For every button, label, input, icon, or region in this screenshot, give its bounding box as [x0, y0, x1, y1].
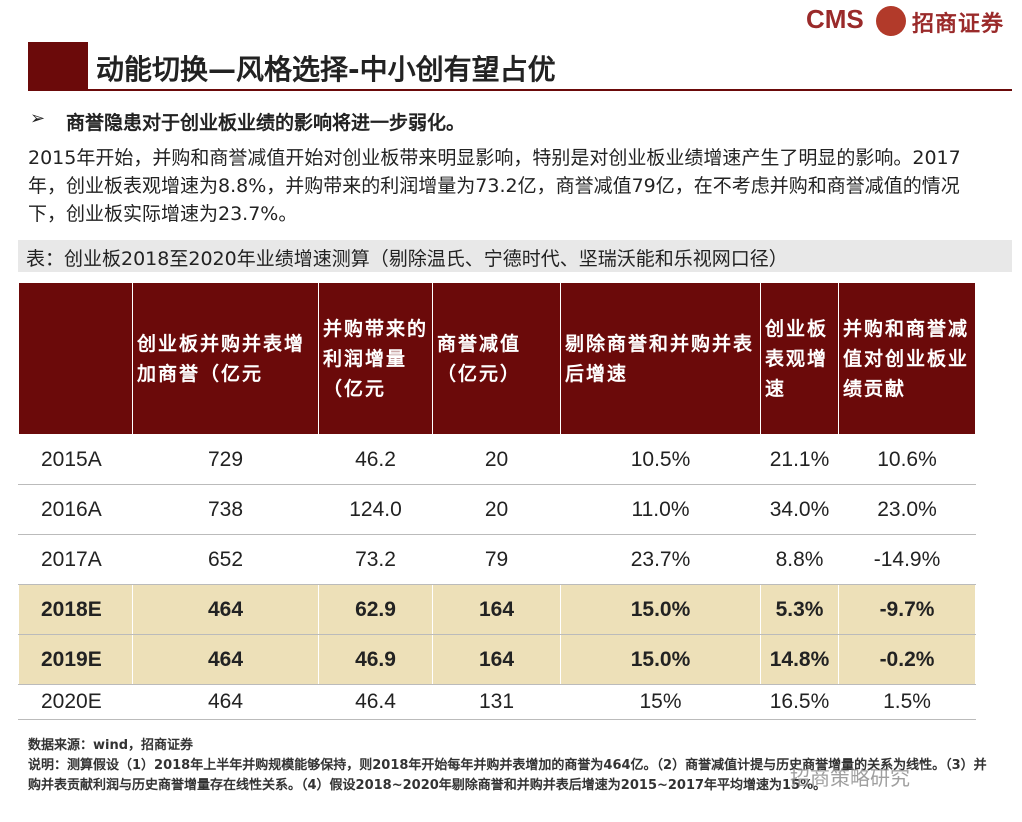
- table-cell: 652: [132, 534, 319, 585]
- header-cell: 剔除商誉和并购并表后增速: [560, 282, 761, 435]
- table-row: 2017A 652 73.2 79 23.7% 8.8% -14.9%: [18, 534, 976, 585]
- table-cell: 738: [132, 484, 319, 535]
- row-label: 2017A: [18, 534, 133, 585]
- table-cell: 14.8%: [760, 634, 839, 685]
- table-cell: 46.4: [318, 684, 433, 720]
- table-caption: 表：创业板2018至2020年业绩增速测算（剔除温氏、宁德时代、坚瑞沃能和乐视网…: [26, 248, 788, 270]
- table-cell: 10.6%: [838, 434, 976, 485]
- table-cell: 20: [432, 484, 561, 535]
- table-cell: -9.7%: [838, 584, 976, 635]
- header-cell: 创业板表观增速: [760, 282, 839, 435]
- notes: 数据来源：wind，招商证券 说明：测算假设（1）2018年上半年并购规模能够保…: [28, 736, 988, 796]
- bullet-icon: ➢: [30, 108, 46, 129]
- table-cell: 15%: [560, 684, 761, 720]
- table-cell: 5.3%: [760, 584, 839, 635]
- title: 动能切换—风格选择-中小创有望占优: [96, 53, 556, 86]
- title-block: [28, 42, 88, 90]
- table-cell: 464: [132, 684, 319, 720]
- header-cell: 并购和商誉减值对创业板业绩贡献: [838, 282, 976, 435]
- table-cell: 464: [132, 634, 319, 685]
- table-cell: 62.9: [318, 584, 433, 635]
- table-cell: -14.9%: [838, 534, 976, 585]
- table: 创业板并购并表增加商誉（亿元 并购带来的利润增量（亿元 商誉减值（亿元） 剔除商誉和并…: [18, 282, 976, 720]
- table-cell: 164: [432, 634, 561, 685]
- row-label: 2016A: [18, 484, 133, 535]
- table-cell: 15.0%: [560, 634, 761, 685]
- row-label: 2018E: [18, 584, 133, 635]
- watermark: 招商策略研究: [790, 766, 910, 790]
- header-cell: 并购带来的利润增量（亿元: [318, 282, 433, 435]
- table-cell: 8.8%: [760, 534, 839, 585]
- table-cell: 11.0%: [560, 484, 761, 535]
- table-cell: 73.2: [318, 534, 433, 585]
- table-cell: 23.7%: [560, 534, 761, 585]
- caption-bar: [18, 240, 1012, 272]
- header-cell: 创业板并购并表增加商誉（亿元: [132, 282, 319, 435]
- header-cell: 商誉减值（亿元）: [432, 282, 561, 435]
- table-cell: 15.0%: [560, 584, 761, 635]
- table-row: 2015A 729 46.2 20 10.5% 21.1% 10.6%: [18, 434, 976, 485]
- table-cell: 131: [432, 684, 561, 720]
- table-cell: 729: [132, 434, 319, 485]
- logo-icon: [876, 6, 906, 36]
- table-cell: 464: [132, 584, 319, 635]
- table-cell: 164: [432, 584, 561, 635]
- table-cell: 1.5%: [838, 684, 976, 720]
- row-label: 2015A: [18, 434, 133, 485]
- table-cell: 23.0%: [838, 484, 976, 535]
- header-cell: [18, 282, 133, 435]
- table-row: 2016A 738 124.0 20 11.0% 34.0% 23.0%: [18, 484, 976, 535]
- table-cell: 46.2: [318, 434, 433, 485]
- table-cell: -0.2%: [838, 634, 976, 685]
- table-cell: 46.9: [318, 634, 433, 685]
- header-row: 创业板并购并表增加商誉（亿元 并购带来的利润增量（亿元 商誉减值（亿元） 剔除商誉和并…: [18, 282, 976, 435]
- table-row: 2019E 464 46.9 164 15.0% 14.8% -0.2%: [18, 634, 976, 685]
- table-cell: 16.5%: [760, 684, 839, 720]
- explanation-note: 说明：测算假设（1）2018年上半年并购规模能够保持，则2018年开始每年并购并…: [28, 758, 987, 793]
- row-label: 2019E: [18, 634, 133, 685]
- logo-text: CMS: [806, 4, 864, 34]
- table-cell: 124.0: [318, 484, 433, 535]
- paragraph: 2015年开始，并购和商誉减值开始对创业板带来明显影响，特别是对创业板业绩增速产…: [28, 147, 961, 225]
- table-cell: 34.0%: [760, 484, 839, 535]
- table-row: 2020E 464 46.4 131 15% 16.5% 1.5%: [18, 684, 976, 720]
- source-note: 数据来源：wind，招商证券: [28, 738, 194, 753]
- brand-name: 招商证券: [912, 12, 1005, 37]
- table-cell: 10.5%: [560, 434, 761, 485]
- bullet-text: 商誉隐患对于创业板业绩的影响将进一步弱化。: [66, 112, 466, 134]
- table-row: 2018E 464 62.9 164 15.0% 5.3% -9.7%: [18, 584, 976, 635]
- table-cell: 21.1%: [760, 434, 839, 485]
- table-cell: 79: [432, 534, 561, 585]
- row-label: 2020E: [18, 684, 133, 720]
- title-rule: [28, 89, 1012, 91]
- table-cell: 20: [432, 434, 561, 485]
